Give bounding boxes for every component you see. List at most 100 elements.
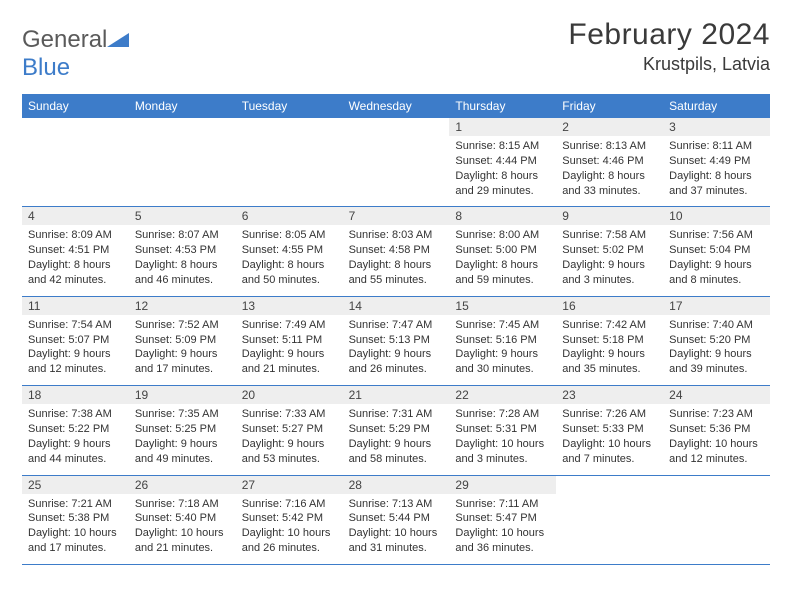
sunrise-line: Sunrise: 7:18 AM (135, 497, 230, 512)
sunset-line: Sunset: 5:27 PM (242, 422, 337, 437)
brand-logo: GeneralBlue (22, 18, 129, 82)
day-number: 28 (349, 478, 444, 492)
page-title: February 2024 (568, 18, 770, 52)
calendar-day: 27Sunrise: 7:16 AMSunset: 5:42 PMDayligh… (236, 476, 343, 564)
daylight-line: and 44 minutes. (28, 452, 123, 467)
calendar-day: 23Sunrise: 7:26 AMSunset: 5:33 PMDayligh… (556, 386, 663, 474)
sunrise-line: Sunrise: 8:05 AM (242, 228, 337, 243)
calendar-weeks: 1Sunrise: 8:15 AMSunset: 4:44 PMDaylight… (22, 118, 770, 565)
day-number-row: 8 (449, 207, 556, 225)
sunset-line: Sunset: 4:51 PM (28, 243, 123, 258)
brand-triangle-icon (107, 26, 129, 54)
calendar-day: 15Sunrise: 7:45 AMSunset: 5:16 PMDayligh… (449, 297, 556, 385)
sunrise-line: Sunrise: 7:54 AM (28, 318, 123, 333)
day-number-row: 18 (22, 386, 129, 404)
sunrise-line: Sunrise: 8:03 AM (349, 228, 444, 243)
sunrise-line: Sunrise: 8:07 AM (135, 228, 230, 243)
sunrise-line: Sunrise: 8:09 AM (28, 228, 123, 243)
sunrise-line: Sunrise: 7:40 AM (669, 318, 764, 333)
calendar-day: 21Sunrise: 7:31 AMSunset: 5:29 PMDayligh… (343, 386, 450, 474)
daylight-line: Daylight: 9 hours (669, 347, 764, 362)
daylight-line: and 42 minutes. (28, 273, 123, 288)
calendar-week: 25Sunrise: 7:21 AMSunset: 5:38 PMDayligh… (22, 476, 770, 565)
daylight-line: Daylight: 9 hours (349, 347, 444, 362)
sunrise-line: Sunrise: 7:33 AM (242, 407, 337, 422)
calendar-day: 18Sunrise: 7:38 AMSunset: 5:22 PMDayligh… (22, 386, 129, 474)
calendar-day: 10Sunrise: 7:56 AMSunset: 5:04 PMDayligh… (663, 207, 770, 295)
day-number-row: 27 (236, 476, 343, 494)
day-number: 2 (562, 120, 657, 134)
sunset-line: Sunset: 5:38 PM (28, 511, 123, 526)
calendar-day: 22Sunrise: 7:28 AMSunset: 5:31 PMDayligh… (449, 386, 556, 474)
daylight-line: and 35 minutes. (562, 362, 657, 377)
sunset-line: Sunset: 5:11 PM (242, 333, 337, 348)
brand-name: GeneralBlue (22, 26, 129, 82)
sunrise-line: Sunrise: 7:58 AM (562, 228, 657, 243)
daylight-line: and 21 minutes. (135, 541, 230, 556)
daylight-line: and 33 minutes. (562, 184, 657, 199)
daylight-line: Daylight: 9 hours (135, 347, 230, 362)
day-number: 27 (242, 478, 337, 492)
daylight-line: Daylight: 9 hours (28, 347, 123, 362)
daylight-line: and 17 minutes. (28, 541, 123, 556)
sunrise-line: Sunrise: 8:13 AM (562, 139, 657, 154)
calendar-day (556, 476, 663, 564)
daylight-line: and 37 minutes. (669, 184, 764, 199)
calendar-day: 9Sunrise: 7:58 AMSunset: 5:02 PMDaylight… (556, 207, 663, 295)
daylight-line: and 53 minutes. (242, 452, 337, 467)
day-number-row: 14 (343, 297, 450, 315)
weekday-header: Wednesday (343, 94, 450, 118)
calendar-day (343, 118, 450, 206)
day-number: 24 (669, 388, 764, 402)
sunset-line: Sunset: 5:07 PM (28, 333, 123, 348)
day-number: 1 (455, 120, 550, 134)
sunset-line: Sunset: 4:46 PM (562, 154, 657, 169)
day-number: 8 (455, 209, 550, 223)
day-number-row: 15 (449, 297, 556, 315)
day-number: 15 (455, 299, 550, 313)
day-number-row: 6 (236, 207, 343, 225)
weekday-header: Friday (556, 94, 663, 118)
day-number-row: 9 (556, 207, 663, 225)
day-number-row: 2 (556, 118, 663, 136)
day-number: 5 (135, 209, 230, 223)
day-number-row: 22 (449, 386, 556, 404)
sunrise-line: Sunrise: 7:52 AM (135, 318, 230, 333)
sunrise-line: Sunrise: 8:15 AM (455, 139, 550, 154)
sunset-line: Sunset: 5:33 PM (562, 422, 657, 437)
daylight-line: Daylight: 9 hours (242, 437, 337, 452)
day-number-row: 25 (22, 476, 129, 494)
sunset-line: Sunset: 4:53 PM (135, 243, 230, 258)
daylight-line: Daylight: 9 hours (28, 437, 123, 452)
day-number-row: 1 (449, 118, 556, 136)
day-number: 22 (455, 388, 550, 402)
day-number: 19 (135, 388, 230, 402)
calendar-day: 24Sunrise: 7:23 AMSunset: 5:36 PMDayligh… (663, 386, 770, 474)
daylight-line: Daylight: 10 hours (135, 526, 230, 541)
sunrise-line: Sunrise: 7:16 AM (242, 497, 337, 512)
brand-part1: General (22, 26, 107, 53)
daylight-line: and 36 minutes. (455, 541, 550, 556)
day-number-row: 10 (663, 207, 770, 225)
daylight-line: Daylight: 8 hours (455, 169, 550, 184)
daylight-line: and 58 minutes. (349, 452, 444, 467)
daylight-line: Daylight: 9 hours (562, 347, 657, 362)
daylight-line: and 3 minutes. (455, 452, 550, 467)
daylight-line: Daylight: 8 hours (455, 258, 550, 273)
day-number: 23 (562, 388, 657, 402)
calendar-day: 20Sunrise: 7:33 AMSunset: 5:27 PMDayligh… (236, 386, 343, 474)
sunset-line: Sunset: 5:18 PM (562, 333, 657, 348)
daylight-line: and 30 minutes. (455, 362, 550, 377)
day-number-row: 3 (663, 118, 770, 136)
day-number-row: 19 (129, 386, 236, 404)
daylight-line: Daylight: 8 hours (28, 258, 123, 273)
calendar-page: GeneralBlue February 2024 Krustpils, Lat… (0, 0, 792, 565)
daylight-line: Daylight: 9 hours (562, 258, 657, 273)
calendar-day (663, 476, 770, 564)
day-number-row: 28 (343, 476, 450, 494)
daylight-line: Daylight: 8 hours (562, 169, 657, 184)
weekday-header: Sunday (22, 94, 129, 118)
day-number: 7 (349, 209, 444, 223)
daylight-line: and 12 minutes. (28, 362, 123, 377)
sunset-line: Sunset: 5:00 PM (455, 243, 550, 258)
